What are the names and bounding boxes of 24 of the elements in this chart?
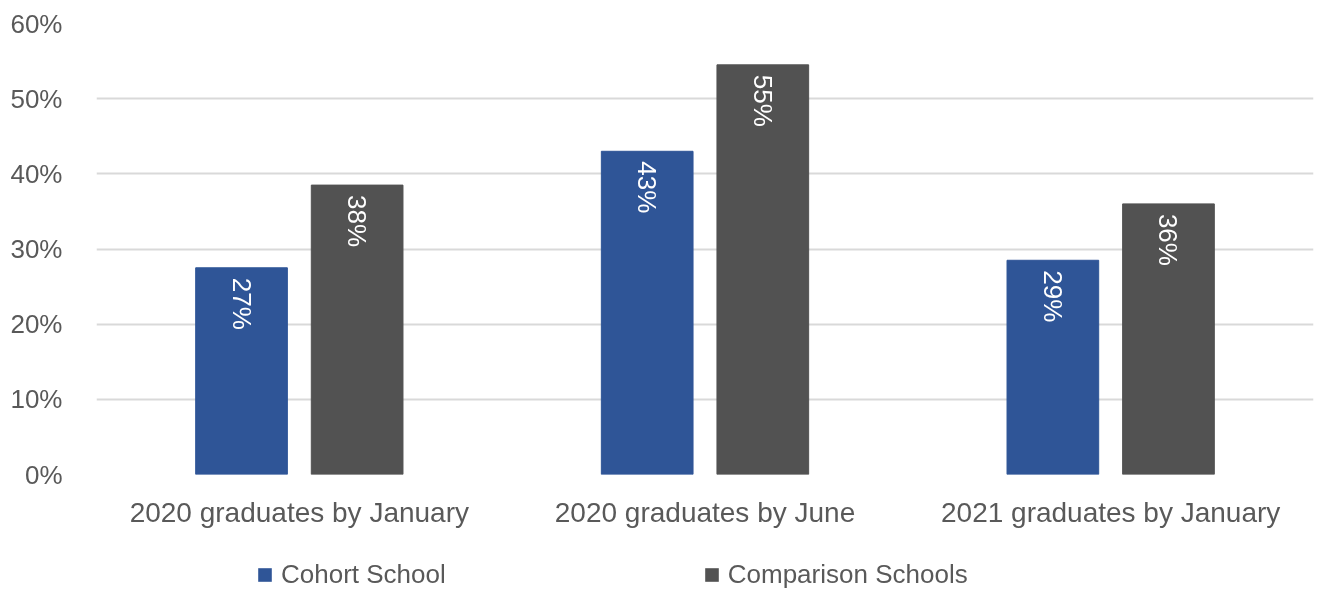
x-tick-label: 2020 graduates by January [129,496,470,528]
y-tick-label: 10% [10,384,63,415]
data-label: 29% [1037,270,1068,323]
y-tick-label: 40% [10,158,63,189]
bar [310,184,404,475]
bar [195,267,288,475]
x-tick-label: 2020 graduates by June [554,496,856,528]
data-label: 27% [226,277,257,330]
legend-label: Comparison Schools [727,559,968,590]
legend-label: Cohort School [281,559,446,590]
x-tick-label: 2021 graduates by January [940,496,1281,528]
y-tick-label: 30% [10,234,63,264]
bar [1122,203,1215,475]
y-tick-label: 0% [24,459,63,490]
y-tick-label: 60% [10,8,63,39]
data-label: 38% [342,195,373,248]
bar [716,64,810,475]
data-label: 43% [632,161,663,214]
data-label: 36% [1153,213,1184,266]
y-tick-label: 50% [10,83,63,114]
y-tick-label: 20% [10,309,63,340]
data-label: 55% [747,74,778,127]
bar [600,150,694,475]
bar [1006,259,1100,475]
